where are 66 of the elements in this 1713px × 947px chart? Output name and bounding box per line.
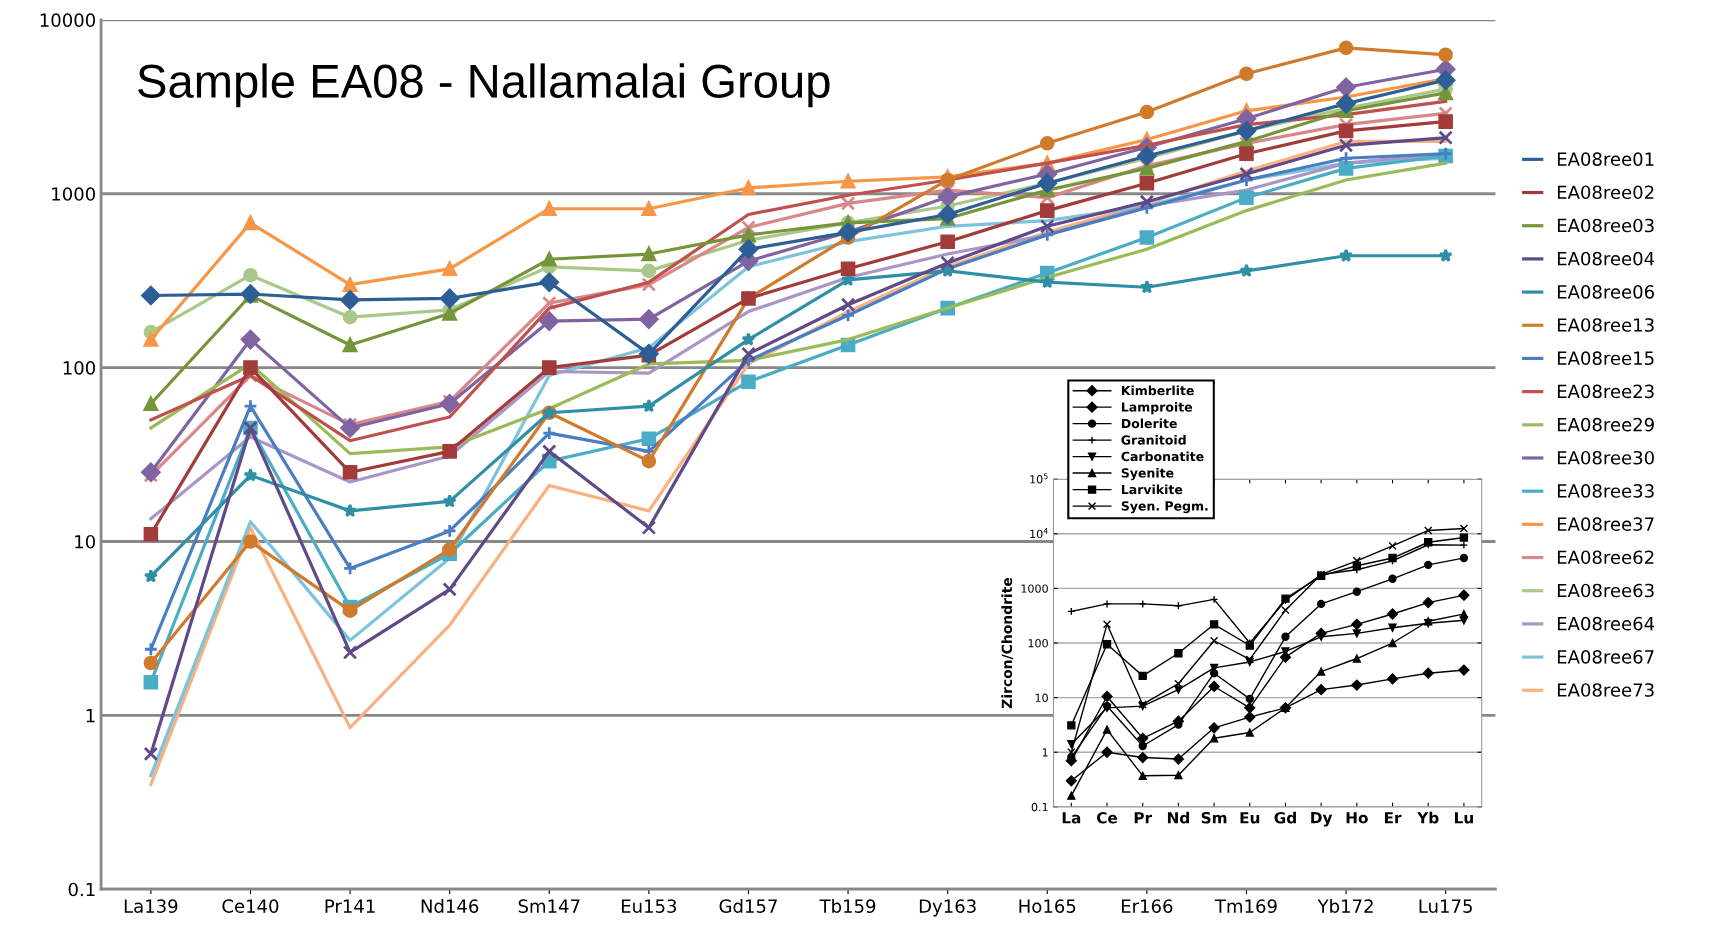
- legend-label: EA08ree63: [1557, 583, 1654, 598]
- x-tick-label: Nd: [1167, 811, 1189, 824]
- legend-label: EA08ree67: [1557, 650, 1654, 664]
- y-tick-label: 0.1: [68, 882, 95, 897]
- x-tick-label: Ho: [1346, 812, 1368, 824]
- y-tick-label: 1000: [1021, 584, 1048, 593]
- y-axis-title: Zircon/Chondrite: [1001, 577, 1014, 709]
- x-tick-label: La: [1062, 812, 1081, 824]
- x-tick-label: Dy: [1311, 812, 1333, 827]
- y-tick-label: 10$^{5}$: [1030, 473, 1048, 484]
- x-tick-label: Gd157: [719, 898, 777, 913]
- x-tick-label: Ce: [1097, 811, 1118, 824]
- y-tick-label: 10: [75, 534, 96, 549]
- legend-label: Larvikite: [1121, 484, 1183, 495]
- y-tick-label: 100: [63, 361, 96, 375]
- x-tick-label: Sm: [1201, 811, 1227, 824]
- legend-label: EA08ree37: [1557, 517, 1654, 531]
- x-tick-label: Lu175: [1419, 899, 1472, 913]
- y-tick-label: 1000: [52, 187, 96, 201]
- y-tick-label: 10000: [40, 13, 96, 27]
- legend-label: Dolerite: [1121, 418, 1177, 429]
- legend-label: EA08ree30: [1557, 450, 1654, 465]
- legend-label: EA08ree62: [1557, 550, 1654, 565]
- x-tick-label: Lu: [1455, 812, 1473, 824]
- x-tick-label: Pr141: [325, 899, 375, 913]
- x-tick-label: Gd: [1274, 811, 1296, 824]
- y-tick-label: 100: [1028, 638, 1048, 648]
- x-tick-label: Yb172: [1317, 898, 1373, 913]
- legend-label: EA08ree29: [1557, 417, 1654, 432]
- x-tick-label: Er: [1384, 812, 1402, 824]
- legend-label: Granitoid: [1121, 435, 1186, 445]
- y-tick-label: 0.1: [1031, 802, 1048, 812]
- text: Sample EA08 - Nallamalai Group: [138, 63, 830, 108]
- x-tick-label: Er166: [1121, 899, 1173, 913]
- legend-label: Syenite: [1121, 467, 1174, 481]
- x-tick-label: Dy163: [919, 899, 976, 917]
- legend-label: Kimberlite: [1121, 385, 1194, 396]
- legend-label: Carbonatite: [1121, 451, 1204, 462]
- x-tick-label: Ho165: [1019, 899, 1076, 913]
- legend-label: Syen. Pegm.: [1121, 501, 1208, 514]
- x-tick-label: La139: [124, 899, 178, 913]
- y-tick-label: 1: [86, 709, 95, 723]
- legend-label: EA08ree06: [1557, 285, 1654, 299]
- x-tick-label: Sm147: [518, 899, 580, 913]
- legend-label: Lamproite: [1121, 402, 1193, 415]
- x-tick-label: Pr: [1134, 812, 1153, 824]
- legend-label: EA08ree13: [1557, 318, 1654, 332]
- legend-label: EA08ree64: [1557, 616, 1655, 631]
- legend-label: EA08ree03: [1557, 218, 1654, 233]
- x-tick-label: Eu: [1240, 812, 1260, 824]
- y-tick-label: 10$^{4}$: [1030, 528, 1048, 539]
- x-tick-label: Tm169: [1214, 899, 1277, 913]
- x-tick-label: Ce140: [222, 899, 279, 913]
- legend-label: EA08ree15: [1557, 351, 1654, 366]
- x-tick-label: Tb159: [819, 898, 876, 913]
- legend-label: EA08ree02: [1557, 185, 1654, 200]
- legend-label: EA08ree73: [1557, 683, 1654, 697]
- x-tick-label: Nd146: [421, 898, 479, 913]
- x-tick-label: Eu153: [621, 899, 677, 913]
- legend-label: EA08ree33: [1557, 484, 1654, 498]
- legend-label: EA08ree23: [1557, 384, 1654, 399]
- y-tick-label: 1: [1042, 748, 1048, 757]
- y-tick-label: 10: [1035, 693, 1048, 702]
- legend-label: EA08ree04: [1557, 251, 1655, 266]
- legend-label: EA08ree01: [1557, 152, 1654, 166]
- x-tick-label: Yb: [1417, 811, 1439, 824]
